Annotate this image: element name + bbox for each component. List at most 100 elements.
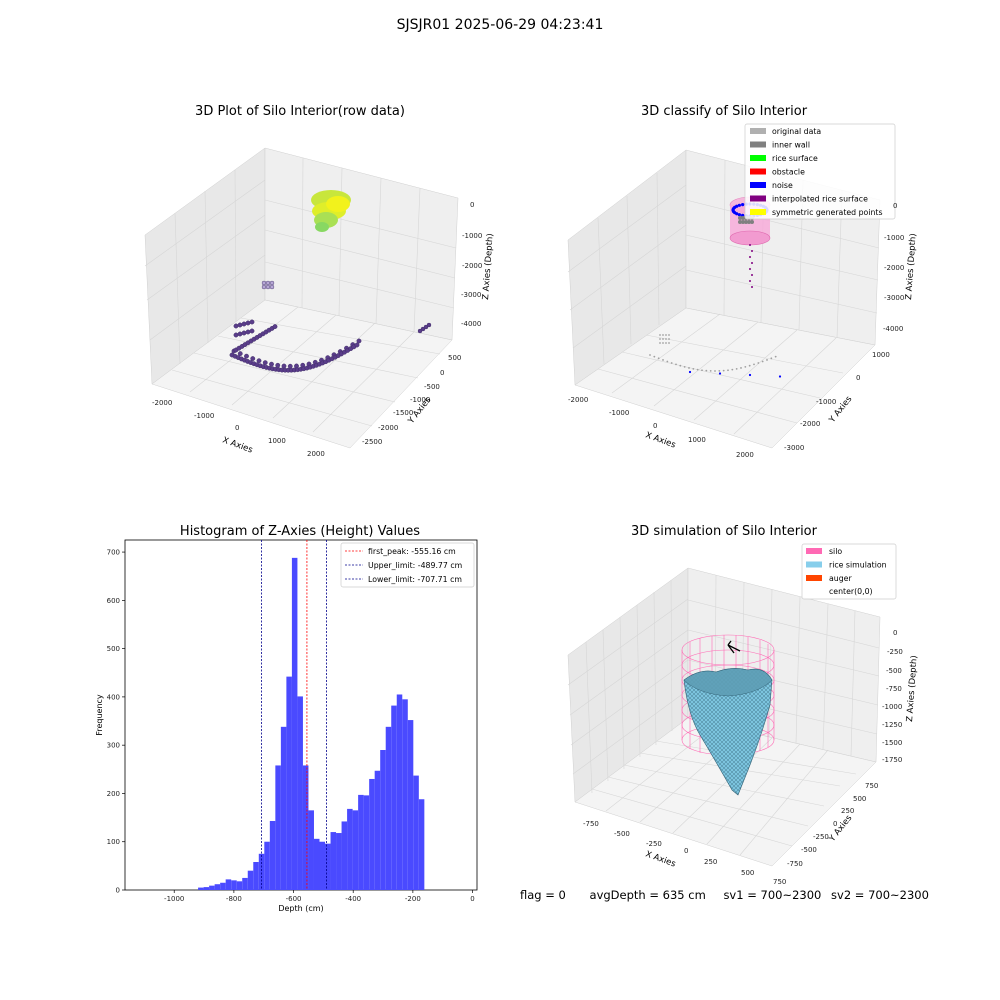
sim-z-tick: -500 [886,667,902,675]
classify-noise-point [741,202,745,207]
classify-original-point [714,370,716,372]
classify-z-tick: -4000 [883,325,903,333]
classify-original-point [679,364,682,367]
classify-wall-point [741,220,745,224]
raw-z-tick: -3000 [461,291,481,299]
classify-original-point [662,338,664,340]
classify-original-point [727,369,729,372]
raw-point [354,342,360,348]
status-sv2: sv2 = 700~2300 [831,888,929,902]
classify-z-label: Z Axies (Depth) [904,233,919,300]
raw-point [233,332,239,338]
raw-point [420,326,426,332]
raw-point [262,360,268,366]
sim-grid [567,574,880,856]
histogram-bar [374,770,381,890]
raw-point [249,319,255,325]
sim-y-tick: -250 [813,833,829,841]
classify-x-label: X Axies [644,430,677,450]
classify-original-point [665,338,667,340]
histogram-bar [369,778,375,890]
classify-y-tick: -2000 [800,420,820,428]
classify-original-point [662,334,664,336]
histogram-bar [275,765,281,890]
histogram-bar [319,841,326,890]
classify-original-point [774,355,777,358]
raw-point [245,329,251,335]
histogram-bar [385,726,392,890]
raw-x-tick: 0 [235,424,239,432]
histogram-bar [203,887,210,890]
legend-label-inner-wall: inner wall [772,141,810,150]
sim-auger [727,640,741,654]
raw-y-tick: 0 [440,369,444,377]
raw-y-tick: -2000 [378,424,398,432]
histogram-x-tick-label: -1000 [164,895,184,903]
classify-original-point [688,367,690,369]
classify-original-point [662,342,664,344]
raw-pane-floor [151,299,453,449]
raw-z-tick: -1000 [462,232,482,240]
raw-y-tick: -1000 [410,396,430,404]
legend-swatch-original-data [750,128,766,134]
raw-point [281,363,287,369]
simulation-legend: silo rice simulation auger center(0,0) [801,543,897,600]
histogram-title: Histogram of Z-Axies (Height) Values [179,524,421,539]
raw-point [241,330,247,336]
histogram-y-tick-label: 400 [107,693,120,701]
histogram-y-tick-label: 700 [107,549,120,557]
classify-wall-point [747,220,751,224]
classify-original-point [757,362,760,364]
classify-original-point [668,342,670,344]
raw-x-tick: 1000 [268,437,286,445]
sim-y-label: Y Axies [827,813,855,845]
classify-y-tick: 0 [856,374,860,382]
sim-z-tick: -1500 [882,739,902,747]
simulation-3d-plot: silo rice simulation auger center(0,0) -… [567,543,920,886]
histogram-x-tick-label: -200 [405,895,421,903]
classify-original-point [659,342,661,344]
raw-point [244,353,249,359]
histogram-bar [297,696,303,890]
sim-x-tick: 500 [741,869,754,877]
classify-x-tick: 2000 [736,451,754,459]
raw-x-tick: 2000 [307,450,325,458]
classify-original-point [740,367,742,369]
classify-wall-point [738,220,742,224]
classify-z-tick: -3000 [884,294,904,302]
classify-wall-point [744,220,748,224]
histogram-chart: -1000 -800 -600 -400 -200 0 0 100 200 300 400 500 6… [95,539,478,913]
raw-point [261,280,267,286]
classify-original-point [722,369,725,372]
classify-original-point [653,355,656,358]
raw-point [237,322,243,328]
histogram-bar [313,838,320,890]
histogram-bar [418,799,425,890]
sim-x-tick: -250 [646,840,662,848]
raw-point [356,338,362,344]
raw-z-tick: 0 [470,201,474,209]
classify-interp-point [751,262,753,264]
sim-x-label: X Axies [644,849,677,869]
legend-first-peak: first_peak: -555.16 cm [368,547,456,556]
histogram-x-tick-label: -600 [286,895,302,903]
raw-point [237,331,243,337]
histogram-bar [236,881,243,890]
sim-y-tick: 0 [833,820,837,828]
histogram-bar [253,862,259,890]
histogram-bar [231,880,237,890]
raw-y-tick: 500 [448,354,461,362]
legend-label-rice-simulation: rice simulation [829,561,887,570]
histogram-y-tick-label: 200 [107,790,120,798]
classify-original-point [649,354,651,356]
histogram-bar [280,726,287,890]
histogram-x-tick-label: -400 [345,895,361,903]
classify-original-point [683,365,686,368]
classify-original-point [753,363,755,366]
raw-point [256,358,262,364]
raw-point [250,356,256,361]
classify-noise-point [737,213,742,217]
raw-plot-title: 3D Plot of Silo Interior(row data) [195,104,405,119]
raw-top-surface-points [311,190,351,232]
